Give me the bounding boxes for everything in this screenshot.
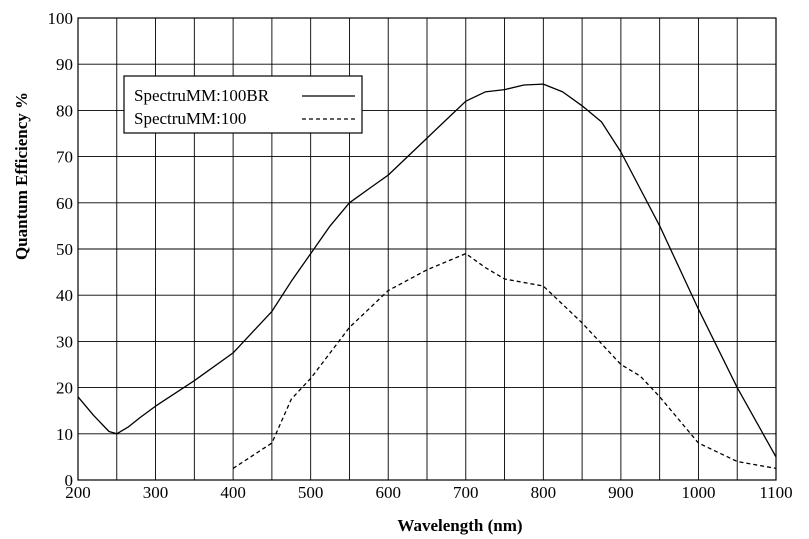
y-tick-label: 10: [56, 425, 73, 444]
y-tick-label: 60: [56, 194, 73, 213]
x-tick-label: 200: [65, 483, 91, 502]
x-tick-label: 900: [608, 483, 634, 502]
series-lines: [77, 83, 777, 470]
y-tick-label: 40: [56, 286, 73, 305]
y-tick-label: 70: [56, 148, 73, 167]
x-tick-labels: 200 300 400 500 600 700 800 900 1000 1100: [65, 483, 792, 502]
y-tick-labels: 0 10 20 30 40 50 60 70 80 90 100: [48, 9, 74, 490]
y-tick-label: 80: [56, 101, 73, 120]
legend-label-std: SpectruMM:100: [134, 109, 246, 128]
legend: SpectruMM:100BR SpectruMM:100: [123, 75, 363, 134]
x-tick-label: 600: [375, 483, 401, 502]
y-tick-label: 20: [56, 379, 73, 398]
y-axis-title: Quantum Efficiency %: [12, 92, 31, 260]
x-tick-label: 300: [143, 483, 169, 502]
x-tick-label: 1100: [759, 483, 792, 502]
series-line-100br: [77, 83, 777, 458]
y-tick-label: 90: [56, 55, 73, 74]
legend-label-br: SpectruMM:100BR: [134, 86, 270, 105]
x-tick-label: 500: [298, 483, 324, 502]
x-tick-label: 700: [453, 483, 479, 502]
x-tick-label: 400: [220, 483, 246, 502]
y-tick-label: 0: [65, 471, 74, 490]
x-tick-label: 1000: [681, 483, 715, 502]
series-line-100: [232, 252, 777, 470]
y-tick-label: 30: [56, 332, 73, 351]
x-axis-title: Wavelength (nm): [397, 516, 522, 535]
y-tick-label: 50: [56, 240, 73, 259]
x-tick-label: 800: [531, 483, 557, 502]
plot-frame: [77, 17, 777, 481]
legend-box: [123, 75, 363, 134]
y-tick-label: 100: [48, 9, 74, 28]
